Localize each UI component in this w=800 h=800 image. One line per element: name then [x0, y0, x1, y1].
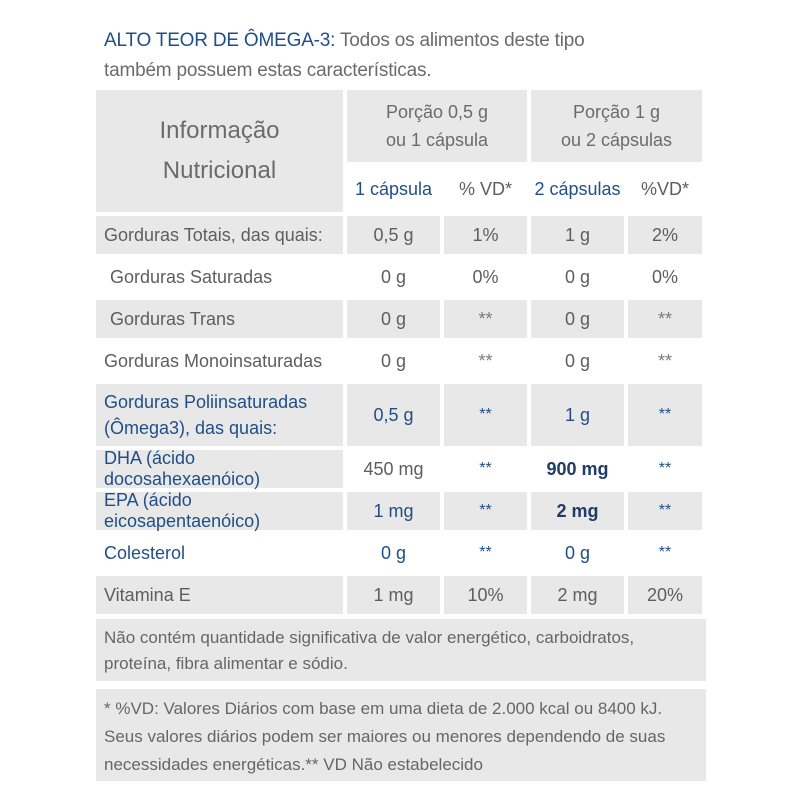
row-label: EPA (ácido eicosapentaenóico) [96, 490, 343, 531]
row-vd-2: 2% [628, 216, 702, 254]
row-value-2: 1 g [531, 216, 624, 254]
row-vd-1: 1% [444, 216, 527, 254]
note-energy: Não contém quantidade significativa de v… [96, 619, 706, 681]
sub-header-vd-1: % VD* [458, 178, 512, 199]
row-value-1: 450 mg [363, 458, 424, 479]
row-vd-1: ** [444, 492, 527, 530]
table-row: DHA (ácido docosahexaenóico) 450 mg ** 9… [96, 448, 706, 489]
row-vd-2: ** [658, 544, 672, 561]
row-value-2: 1 g [531, 384, 624, 446]
row-vd-1: 0% [472, 266, 499, 287]
table-row: EPA (ácido eicosapentaenóico) 1 mg ** 2 … [96, 490, 706, 531]
row-vd-2: 0% [651, 266, 678, 287]
info-header-line-1: Informação [159, 117, 280, 144]
portion-1-header: Porção 0,5 g ou 1 cápsula [347, 90, 527, 162]
row-value-2: 2 mg [531, 576, 624, 614]
row-vd-2: 20% [628, 576, 702, 614]
intro-line-2: também possuem estas características. [104, 60, 432, 81]
row-value-2: 2 mg [531, 492, 624, 530]
row-value-1: 0,5 g [347, 384, 440, 446]
portion-1-line-1: Porção 0,5 g [385, 102, 489, 122]
row-label-line-1: Gorduras Poliinsaturadas [104, 392, 308, 412]
note-vd-line-3: necessidades energéticas.** VD Não estab… [104, 755, 483, 774]
note-vd-footnote: * %VD: Valores Diários com base em uma d… [96, 689, 706, 781]
row-vd-2: ** [628, 384, 702, 446]
row-vd-2: ** [628, 300, 702, 338]
table-header: Informação Nutricional Porção 0,5 g ou 1… [96, 90, 706, 212]
row-vd-1: 10% [444, 576, 527, 614]
portion-1-line-2: ou 1 cápsula [385, 130, 489, 150]
row-value-1: 0 g [380, 266, 407, 287]
row-value-2: 0 g [564, 350, 591, 371]
row-value-1: 0 g [380, 542, 407, 563]
row-vd-1: ** [444, 384, 527, 446]
row-value-1: 1 mg [347, 576, 440, 614]
row-value-1: 0 g [380, 350, 407, 371]
info-header-line-2: Nutricional [162, 157, 277, 184]
row-vd-1: ** [444, 300, 527, 338]
table-row: Gorduras Poliinsaturadas (Ômega3), das q… [96, 384, 706, 446]
info-header-cell: Informação Nutricional [96, 90, 343, 212]
sub-header-1-capsule: 1 cápsula [354, 178, 433, 199]
intro-highlight: ALTO TEOR DE ÔMEGA-3: [104, 30, 336, 51]
row-value-2: 0 g [564, 542, 591, 563]
row-vd-2: ** [657, 350, 672, 371]
row-value-2: 0 g [564, 266, 591, 287]
row-label: Gorduras Monoinsaturadas [104, 350, 323, 371]
portion-2-header: Porção 1 g ou 2 cápsulas [531, 90, 702, 162]
table-row: Colesterol 0 g ** 0 g ** [96, 534, 706, 572]
row-value-1: 0 g [347, 300, 440, 338]
row-vd-1: ** [479, 460, 492, 477]
row-label: Gorduras Poliinsaturadas (Ômega3), das q… [96, 384, 343, 446]
row-label: Gorduras Trans [96, 300, 343, 338]
intro-text: ALTO TEOR DE ÔMEGA-3: Todos os alimentos… [104, 26, 704, 86]
table-row: Vitamina E 1 mg 10% 2 mg 20% [96, 576, 706, 614]
row-vd-2: ** [658, 460, 672, 477]
row-vd-1: ** [479, 544, 492, 561]
row-value-1: 1 mg [347, 492, 440, 530]
row-label: Vitamina E [96, 576, 343, 614]
row-label: DHA (ácido docosahexaenóico) [96, 448, 343, 489]
table-row: Gorduras Trans 0 g ** 0 g ** [96, 300, 706, 338]
nutrition-table: Informação Nutricional Porção 0,5 g ou 1… [96, 90, 706, 618]
intro-line-1: ALTO TEOR DE ÔMEGA-3: Todos os alimentos… [104, 26, 704, 56]
note-energy-line-2: proteína, fibra alimentar e sódio. [104, 654, 348, 673]
row-value-2: 900 mg [546, 458, 609, 479]
row-label: Gorduras Saturadas [110, 266, 273, 287]
row-value-1: 0,5 g [347, 216, 440, 254]
note-vd-line-2: Seus valores diários podem ser maiores o… [104, 727, 666, 746]
row-label: Gorduras Totais, das quais: [96, 216, 343, 254]
portion-2-line-1: Porção 1 g [572, 102, 661, 122]
table-row: Gorduras Saturadas 0 g 0% 0 g 0% [96, 258, 706, 296]
portion-2-line-2: ou 2 cápsulas [560, 130, 673, 150]
note-energy-line-1: Não contém quantidade significativa de v… [104, 628, 635, 647]
note-vd-line-1: * %VD: Valores Diários com base em uma d… [104, 699, 663, 718]
row-label: Colesterol [104, 542, 186, 563]
intro-line-1-rest: Todos os alimentos deste tipo [335, 30, 585, 51]
sub-header-vd-2: %VD* [640, 178, 689, 199]
table-row: Gorduras Totais, das quais: 0,5 g 1% 1 g… [96, 216, 706, 254]
row-vd-2: ** [628, 492, 702, 530]
row-label-line-2: (Ômega3), das quais: [104, 418, 278, 438]
table-row: Gorduras Monoinsaturadas 0 g ** 0 g ** [96, 342, 706, 380]
row-vd-1: ** [478, 350, 493, 371]
sub-header-2-capsules: 2 cápsulas [534, 178, 621, 199]
row-value-2: 0 g [531, 300, 624, 338]
